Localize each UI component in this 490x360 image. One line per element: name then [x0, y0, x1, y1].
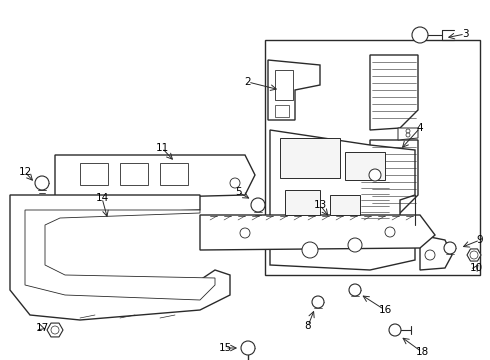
- Bar: [265, 40, 480, 275]
- Text: 16: 16: [378, 305, 392, 315]
- Polygon shape: [370, 55, 418, 130]
- Bar: [160, 163, 188, 185]
- Bar: [80, 163, 108, 185]
- Text: 3: 3: [462, 29, 468, 39]
- Polygon shape: [398, 128, 418, 140]
- Circle shape: [406, 133, 410, 137]
- Polygon shape: [467, 249, 481, 261]
- Circle shape: [312, 296, 324, 308]
- Bar: [345, 152, 385, 180]
- Circle shape: [385, 227, 395, 237]
- Text: 11: 11: [155, 143, 169, 153]
- Text: 15: 15: [219, 343, 232, 353]
- Circle shape: [349, 284, 361, 296]
- Circle shape: [369, 169, 381, 181]
- Text: 2: 2: [245, 77, 251, 87]
- Bar: [285, 190, 320, 215]
- Text: 4: 4: [416, 123, 423, 133]
- Circle shape: [389, 324, 401, 336]
- Circle shape: [444, 242, 456, 254]
- Bar: [120, 163, 148, 185]
- Circle shape: [241, 341, 255, 355]
- Circle shape: [406, 129, 410, 133]
- Circle shape: [470, 251, 478, 259]
- Circle shape: [240, 228, 250, 238]
- Polygon shape: [10, 195, 230, 320]
- Text: 12: 12: [19, 167, 32, 177]
- Polygon shape: [270, 130, 415, 270]
- Polygon shape: [420, 235, 452, 270]
- Polygon shape: [25, 210, 215, 300]
- Polygon shape: [268, 60, 320, 120]
- Circle shape: [230, 178, 240, 188]
- Circle shape: [412, 27, 428, 43]
- Circle shape: [35, 176, 49, 190]
- Text: 17: 17: [35, 323, 49, 333]
- Circle shape: [302, 242, 318, 258]
- Circle shape: [425, 250, 435, 260]
- Bar: [275, 70, 293, 100]
- Polygon shape: [370, 140, 418, 215]
- Text: 5: 5: [235, 187, 241, 197]
- Text: 8: 8: [305, 321, 311, 331]
- Circle shape: [251, 198, 265, 212]
- Polygon shape: [360, 175, 390, 235]
- Text: 10: 10: [469, 263, 483, 273]
- Bar: [330, 195, 360, 215]
- Text: 13: 13: [314, 200, 327, 210]
- Polygon shape: [200, 215, 435, 250]
- Polygon shape: [47, 323, 63, 337]
- Circle shape: [51, 326, 59, 334]
- Circle shape: [348, 238, 362, 252]
- Text: 9: 9: [477, 235, 483, 245]
- Bar: [280, 138, 340, 178]
- Bar: [275, 105, 289, 117]
- Text: 18: 18: [416, 347, 429, 357]
- Polygon shape: [55, 155, 255, 200]
- Text: 14: 14: [96, 193, 109, 203]
